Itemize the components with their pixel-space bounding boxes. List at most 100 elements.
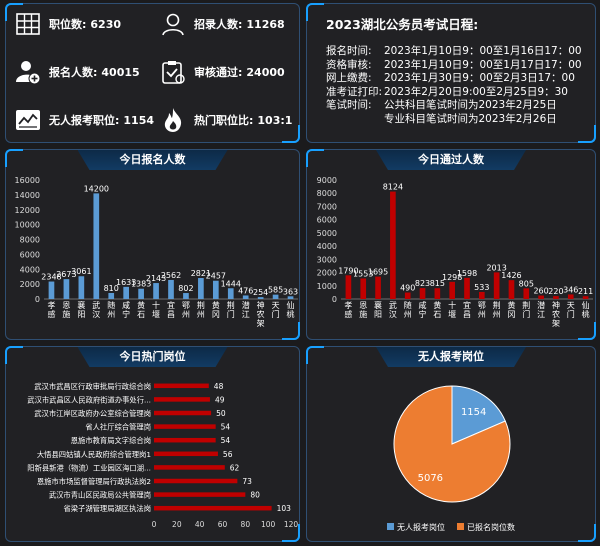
- schedule-key: 准考证打印:: [326, 85, 383, 98]
- x-tick-label: 仙桃: [582, 300, 590, 319]
- applicants-chart-panel: 今日报名人数 0 2000 4000 6000 8000 10000 12000 14000 1…: [5, 149, 300, 340]
- schedule-row: 准考证打印: 2023年2月20日9:00至2月25日9：30: [326, 86, 596, 100]
- stat-value: 11268: [246, 17, 285, 31]
- x-tick-label: 0: [152, 520, 157, 529]
- y-tick-label: 武汉市青山区民政局公共管理岗: [49, 491, 151, 500]
- x-tick-label: 80: [241, 520, 251, 529]
- data-label: 2673: [56, 270, 76, 279]
- bar: [168, 279, 174, 299]
- line-chart-icon: [16, 110, 40, 130]
- stat-approved: 审核通过: 24000: [160, 59, 285, 85]
- x-tick-label: 武汉: [92, 300, 100, 319]
- bar: [183, 293, 189, 299]
- data-label: 49: [215, 395, 225, 404]
- data-label: 1633: [116, 278, 136, 287]
- bar: [553, 296, 559, 299]
- data-label: 103: [277, 504, 292, 513]
- stat-value: 6230: [90, 17, 122, 31]
- schedule-panel: [306, 3, 596, 143]
- schedule-value: 2023年2月20日9:00至2月25日9：30: [384, 85, 568, 98]
- x-tick-label: 十堰: [448, 300, 456, 319]
- bar: [48, 281, 55, 299]
- x-tick-label: 鄂州: [182, 301, 190, 319]
- bar: [434, 288, 441, 299]
- data-label: 1598: [457, 269, 477, 278]
- y-tick-label: 14000: [15, 191, 40, 200]
- data-label: 260: [533, 287, 548, 296]
- schedule-value: 专业科目笔试时间为2023年2月26日: [384, 112, 557, 125]
- x-tick-label: 黄石: [137, 300, 145, 319]
- bar: [538, 295, 544, 299]
- bar: [582, 296, 589, 299]
- bar: [345, 275, 352, 299]
- y-tick-label: 武汉市江岸区政府办公室综合管理岗: [34, 409, 151, 418]
- stat-label: 无人报考职位:: [49, 114, 120, 127]
- user-icon: [162, 13, 184, 36]
- data-label: 14200: [84, 184, 109, 193]
- x-tick-label: 鄂州: [478, 301, 486, 319]
- x-tick-label: 宜昌: [463, 300, 471, 319]
- x-tick-label: 潜江: [242, 300, 250, 319]
- data-label: 211: [578, 287, 593, 296]
- bar: [154, 505, 272, 511]
- applicants-bar-chart: 0 2000 4000 6000 8000 10000 12000 14000 16000 234…: [15, 176, 299, 328]
- bar: [138, 288, 144, 299]
- pie-slice: [393, 385, 511, 503]
- schedule-value: 2023年1月30日9：00至2月3日17：00: [384, 72, 575, 84]
- bar: [154, 424, 216, 429]
- x-tick-label: 黄冈: [507, 300, 515, 319]
- schedule-key: 笔试时间:: [326, 99, 372, 111]
- schedule-row: 笔试时间: 公共科目笔试时间为2023年2月25日: [326, 99, 596, 113]
- data-label: 2562: [161, 271, 181, 280]
- schedule-value: 2023年1月10日9：00至1月17日17：00: [384, 58, 582, 71]
- bar: [198, 278, 204, 299]
- x-tick-label: 仙桃: [287, 300, 295, 319]
- y-tick-label: 2000: [20, 280, 40, 289]
- chart-title: 今日热门岗位: [77, 347, 228, 367]
- stats-panel: [5, 3, 300, 143]
- y-tick-label: 省人社厅综合管理岗: [85, 423, 151, 432]
- y-tick-label: 7000: [317, 202, 337, 211]
- slice-label: 5076: [418, 473, 443, 484]
- y-tick-label: 武汉市武昌区行政审批局行政综合岗: [34, 382, 151, 391]
- y-tick-label: 4000: [317, 242, 337, 251]
- bar: [493, 272, 500, 299]
- data-label: 1444: [221, 279, 241, 288]
- schedule: 2023湖北公务员考试日程: 报名时间: 2023年1月10日9：00至1月16日…: [326, 14, 596, 126]
- y-tick-label: 恩施市市场监督管理局行政执法岗2: [37, 477, 151, 486]
- y-tick-label: 8000: [20, 236, 40, 245]
- x-tick-label: 孝感: [47, 301, 55, 319]
- x-tick-label: 随州: [107, 300, 115, 319]
- data-label: 62: [230, 463, 240, 472]
- x-tick-label: 荆州: [493, 300, 501, 319]
- chart-title: 无人报考岗位: [376, 347, 526, 367]
- data-label: 73: [242, 477, 252, 486]
- bar: [523, 288, 530, 299]
- no-applicant-pie-chart: 1154 5076 无人报考岗位 已报名岗位数: [387, 385, 515, 532]
- x-tick-label: 恩施: [62, 301, 70, 319]
- data-label: 80: [250, 491, 260, 500]
- bar: [154, 397, 210, 402]
- data-label: 2348: [41, 273, 61, 282]
- bar: [153, 283, 159, 299]
- legend-swatch: [387, 523, 394, 530]
- data-label: 346: [563, 285, 578, 294]
- approved-chart-panel: 今日通过人数 0 1000 2000 3000 4000 5000 6000 7000 8000…: [306, 149, 596, 340]
- add-user-icon: [16, 61, 41, 85]
- data-label: 1426: [501, 271, 521, 280]
- data-label: 805: [519, 279, 534, 288]
- grid-icon: [16, 13, 40, 35]
- bar: [93, 193, 100, 299]
- data-label: 1298: [442, 273, 462, 282]
- stat-label: 审核通过:: [194, 66, 243, 79]
- y-tick-label: 2000: [317, 269, 337, 278]
- data-label: 1790: [338, 266, 358, 275]
- stat-label: 报名人数:: [49, 66, 98, 79]
- x-tick-label: 黄冈: [212, 300, 220, 319]
- data-label: 54: [221, 436, 231, 445]
- data-label: 8124: [383, 183, 403, 192]
- x-tick-label: 十堰: [152, 300, 160, 319]
- bar: [154, 465, 225, 470]
- data-label: 810: [104, 284, 119, 293]
- fire-icon: [164, 108, 182, 132]
